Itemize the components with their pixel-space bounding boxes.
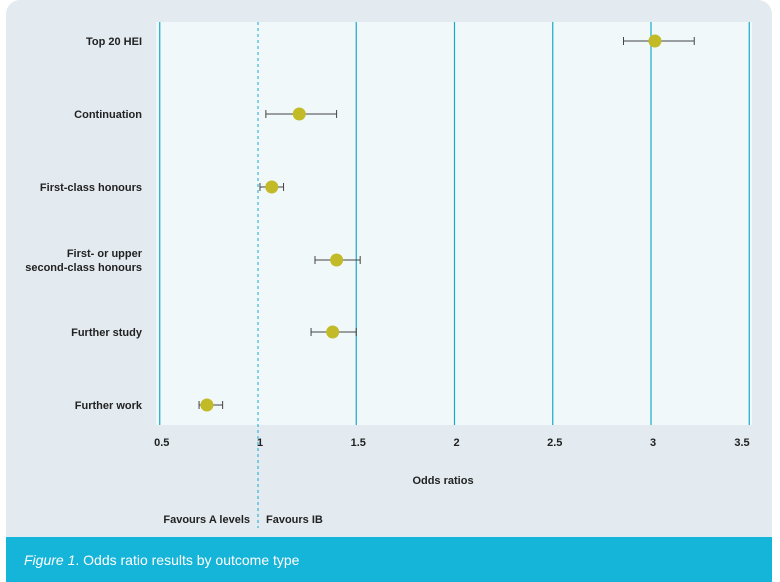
category-label: Further work (75, 400, 143, 412)
x-tick-label: 1 (257, 437, 263, 449)
x-tick-label: 1.5 (351, 437, 366, 449)
figure-frame: 0.5 1 1.5 2 2.5 3 3.5 Odds ratios Favours A leve… (6, 0, 772, 582)
odds-ratio-point (330, 253, 344, 267)
forest-plot-chart: 0.5 1 1.5 2 2.5 3 3.5 Odds ratios Favours A leve… (25, 22, 752, 528)
figure-caption: Figure 1. Odds ratio results by outcome … (6, 537, 772, 582)
x-tick-label: 3 (650, 437, 656, 449)
category-label: First-class honours (40, 182, 142, 194)
odds-ratio-point (200, 398, 214, 412)
favours-left-label: Favours A levels (163, 514, 250, 526)
category-label: Further study (71, 327, 143, 339)
odds-ratio-point (648, 34, 662, 48)
x-tick-label: 3.5 (734, 437, 749, 449)
x-tick-label: 2 (453, 437, 459, 449)
caption-text: . Odds ratio results by outcome type (75, 551, 300, 568)
x-tick-label: 2.5 (547, 437, 562, 449)
odds-ratio-point (292, 107, 306, 121)
odds-ratio-point (326, 325, 340, 339)
category-label: Top 20 HEI (86, 36, 142, 48)
category-label: Continuation (74, 109, 142, 121)
favours-right-label: Favours IB (266, 514, 323, 526)
category-label: First- or upper second-class honours (25, 248, 142, 274)
x-axis-title: Odds ratios (412, 475, 473, 487)
x-tick-label: 0.5 (154, 437, 169, 449)
caption-figure-label: Figure 1 (24, 551, 76, 568)
odds-ratio-point (265, 180, 279, 194)
